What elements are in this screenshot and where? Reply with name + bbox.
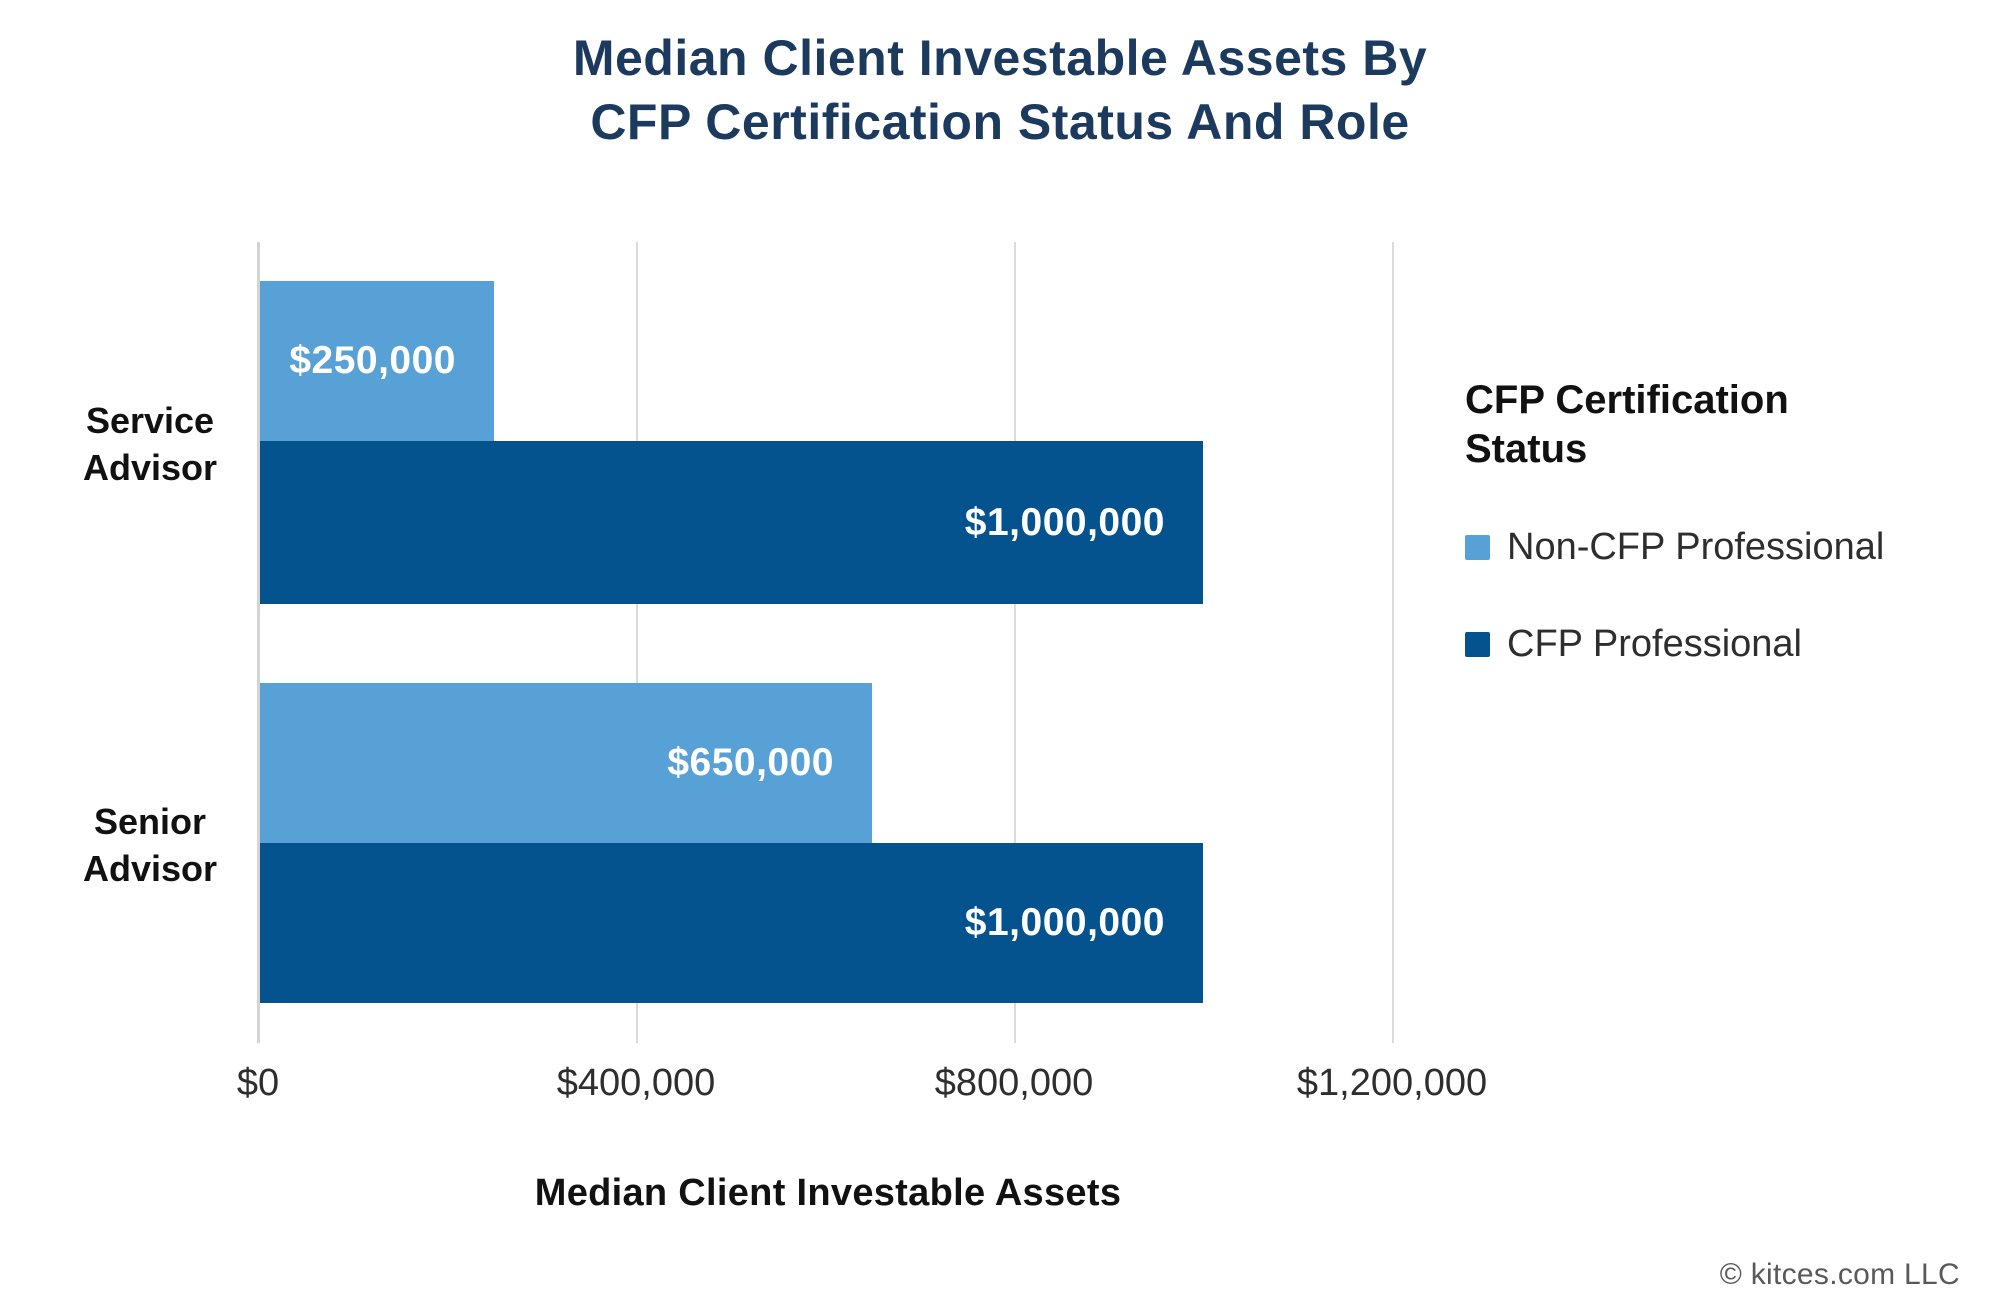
- bar-service-advisor-non-cfp: $250,000: [258, 281, 494, 441]
- bar-value-label: $250,000: [289, 339, 456, 382]
- plot-area: $250,000 $1,000,000 $650,000 $1,000,000: [257, 242, 1458, 1043]
- copyright-text: © kitces.com LLC: [1719, 1258, 1960, 1291]
- chart-title: Median Client Investable Assets By CFP C…: [572, 30, 1428, 150]
- bar-senior-advisor-cfp: $1,000,000: [258, 843, 1203, 1003]
- gridline-400k: [636, 242, 638, 1043]
- bar-value-label: $1,000,000: [964, 500, 1165, 544]
- legend-swatch-cfp-icon: [1465, 631, 1490, 657]
- legend-item-non-cfp: Non-CFP Professional: [1465, 526, 1965, 569]
- legend-item-label: CFP Professional: [1507, 622, 1802, 665]
- x-tick-label-0: $0: [236, 1062, 280, 1104]
- category-label-service-advisor: Service Advisor: [82, 400, 218, 488]
- legend-swatch-non-cfp-icon: [1465, 534, 1490, 560]
- legend-item-label: Non-CFP Professional: [1507, 525, 1885, 568]
- gridline-800k: [1014, 242, 1016, 1043]
- x-tick-label-400k: $400,000: [556, 1062, 716, 1104]
- x-tick-label-1200k: $1,200,000: [1296, 1062, 1488, 1104]
- legend-item-cfp: CFP Professional: [1465, 623, 1965, 666]
- x-axis-title: Median Client Investable Assets: [534, 1172, 1122, 1214]
- category-label-senior-advisor: Senior Advisor: [82, 801, 218, 889]
- gridline-1200k: [1392, 242, 1394, 1043]
- bar-value-label: $1,000,000: [964, 901, 1165, 944]
- bar-senior-advisor-non-cfp: $650,000: [258, 683, 872, 843]
- legend: CFP Certification Status Non-CFP Profess…: [1465, 376, 1965, 666]
- bar-service-advisor-cfp: $1,000,000: [258, 441, 1203, 604]
- x-tick-label-800k: $800,000: [934, 1062, 1094, 1104]
- bar-value-label: $650,000: [667, 741, 834, 784]
- legend-title: CFP Certification Status: [1465, 378, 1789, 471]
- y-axis-zero-line: [257, 242, 260, 1043]
